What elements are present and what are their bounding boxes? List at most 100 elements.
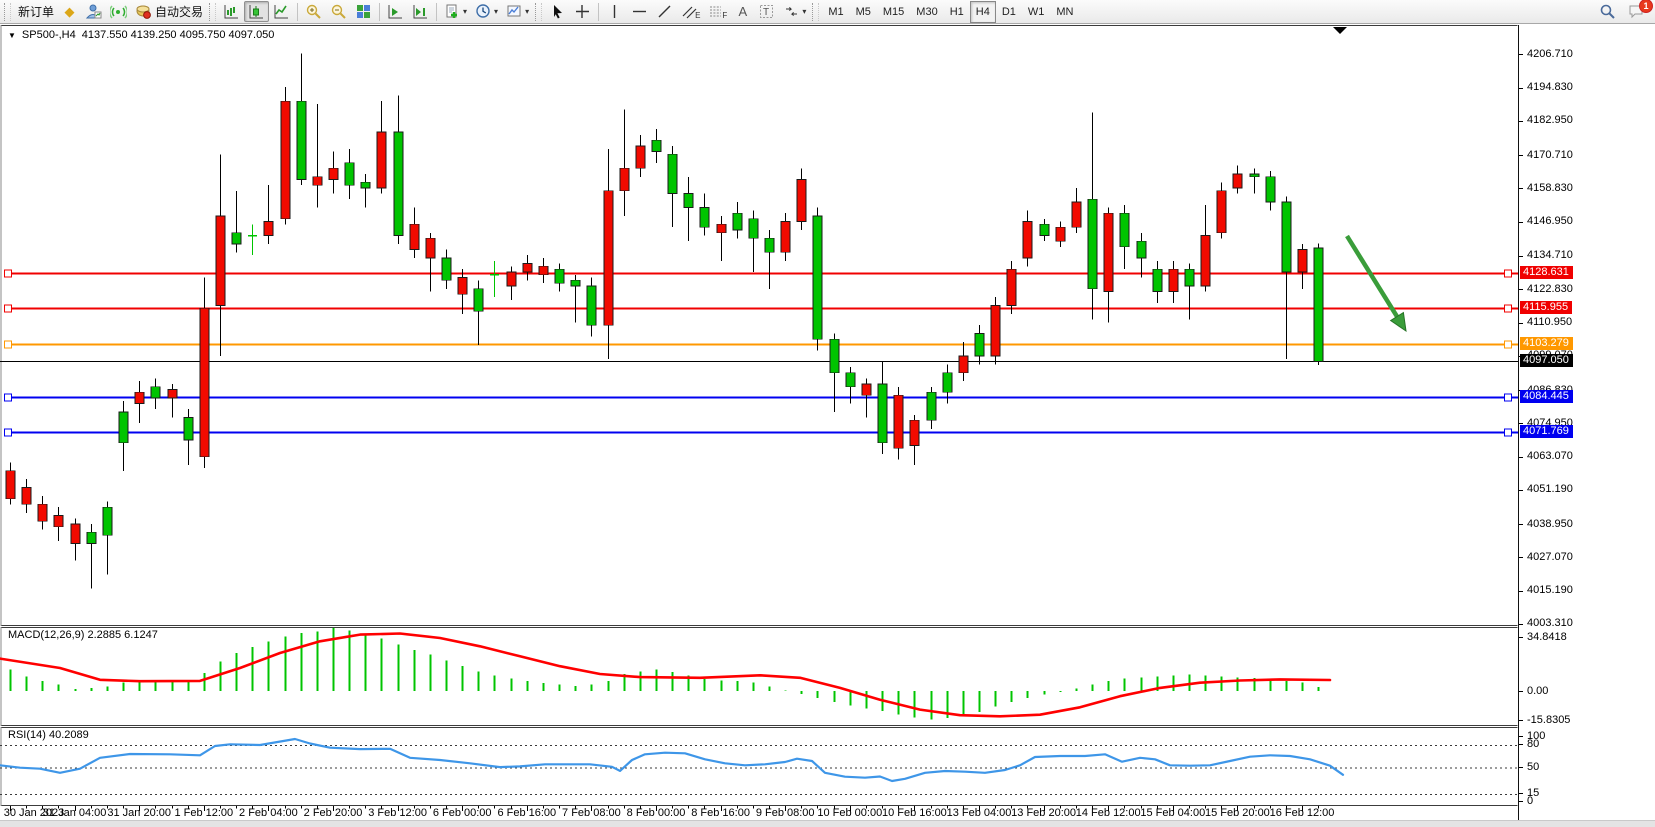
line-handle[interactable] — [1503, 304, 1513, 313]
tile-windows-button[interactable] — [351, 1, 376, 22]
text-label-button[interactable]: T — [754, 1, 779, 22]
axis-tick — [1519, 624, 1523, 625]
candle — [893, 394, 904, 449]
new-order-diamond-icon[interactable]: ◆ — [64, 3, 75, 19]
trend-arrow-object[interactable] — [1345, 234, 1407, 333]
rsi-panel[interactable]: RSI(14) 40.2089 — [0, 727, 1518, 806]
axis-tick — [1519, 524, 1523, 525]
candle — [699, 207, 710, 228]
arrow-objects-button[interactable]: ▾ — [779, 1, 810, 22]
macd-histogram — [9, 628, 1320, 720]
x-axis-label: 31 Jan 20:00 — [107, 807, 171, 819]
line-chart-mode-button[interactable] — [269, 1, 294, 22]
chart-forward-button[interactable] — [383, 1, 408, 22]
new-chart-icon — [446, 4, 458, 18]
axis-tick — [1519, 88, 1523, 89]
line-handle[interactable] — [3, 304, 13, 313]
candle — [683, 193, 694, 208]
timeframe-h1[interactable]: H1 — [949, 5, 964, 18]
price-chart-canvas[interactable] — [0, 25, 1518, 626]
candle — [909, 420, 920, 446]
timeframe-d1[interactable]: D1 — [1001, 5, 1016, 18]
timeframe-m1[interactable]: M1 — [828, 5, 844, 18]
vertical-line-button[interactable] — [602, 1, 627, 22]
fibonacci-button[interactable]: F — [704, 1, 731, 22]
rsi-canvas[interactable] — [0, 727, 1518, 806]
timeframe-w1[interactable]: W1 — [1027, 5, 1045, 18]
axis-tick — [1519, 557, 1523, 558]
symbol-dropdown-icon[interactable]: ▼ — [8, 30, 16, 40]
time-axis[interactable]: 30 Jan 2023 31 Jan 04:00 31 Jan 20:00 1 Feb… — [0, 806, 1518, 820]
rsi-scale-label: 80 — [1527, 738, 1540, 750]
timeframe-m5[interactable]: M5 — [855, 5, 871, 18]
x-axis-label: 7 Feb 08:00 — [562, 807, 621, 819]
timeframe-mn[interactable]: MN — [1056, 5, 1074, 18]
candle — [942, 372, 953, 393]
candle — [393, 131, 404, 236]
chart-shift-end-button[interactable] — [408, 1, 433, 22]
notifications-button[interactable]: 1 — [1624, 0, 1653, 22]
axis-tick — [1519, 691, 1523, 692]
timeframe-h4[interactable]: H4 — [969, 0, 996, 23]
axis-tick — [1519, 457, 1523, 458]
candle — [102, 506, 113, 536]
toolbar-grip[interactable] — [812, 2, 820, 21]
trendline-icon — [658, 5, 671, 18]
toolbar-grip[interactable] — [209, 2, 217, 21]
candle — [1039, 224, 1050, 236]
x-axis-label: 13 Feb 20:00 — [1011, 807, 1077, 819]
new-chart-button[interactable]: ▾ — [440, 1, 471, 22]
x-axis-label: 2 Feb 20:00 — [303, 807, 363, 819]
toolbar-grip[interactable] — [4, 2, 11, 21]
timeframe-m30[interactable]: M30 — [916, 5, 938, 18]
candle — [1200, 235, 1211, 287]
timeframe-m15[interactable]: M15 — [882, 5, 905, 18]
candlestick-mode-button[interactable] — [244, 1, 270, 22]
main-chart-panel[interactable]: ▼ SP500-,H4 4137.550 4139.250 4095.750 4… — [0, 25, 1518, 626]
equidistant-channel-button[interactable]: E — [677, 1, 704, 22]
signal-icon[interactable] — [106, 1, 131, 22]
cursor-icon — [554, 5, 563, 19]
macd-panel[interactable]: MACD(12,26,9) 2.2885 6.1247 — [0, 627, 1518, 726]
price-badge-4097.050: 4097.050 — [1520, 354, 1573, 368]
line-handle[interactable] — [1503, 428, 1513, 437]
tile-windows-icon — [357, 5, 371, 18]
macd-canvas[interactable] — [0, 627, 1518, 726]
text-button[interactable]: A — [738, 4, 748, 19]
candle — [312, 176, 323, 186]
line-handle[interactable] — [3, 393, 13, 402]
bar-chart-mode-button[interactable] — [219, 1, 244, 22]
timeframe-toolbar: M1 M5 M15 M30 H1 H4 D1 W1 MN — [822, 0, 1079, 23]
horizontal-line-button[interactable] — [627, 1, 652, 22]
line-handle[interactable] — [1503, 340, 1513, 349]
axis-tick — [1519, 222, 1523, 223]
zoom-out-button[interactable] — [326, 1, 351, 22]
zoom-in-button[interactable] — [301, 1, 326, 22]
candle — [958, 355, 969, 374]
candle — [667, 154, 678, 194]
price-axis[interactable]: 4206.710 4194.830 4182.950 4170.710 4158.830… — [1518, 25, 1655, 820]
candle — [748, 218, 759, 239]
line-handle[interactable] — [1503, 269, 1513, 278]
line-handle[interactable] — [1503, 393, 1513, 402]
x-axis-label: 1 Feb 12:00 — [174, 807, 234, 819]
toolbar-grip[interactable] — [535, 2, 543, 21]
line-handle[interactable] — [3, 428, 13, 437]
search-button[interactable] — [1595, 1, 1620, 22]
cursor-button[interactable] — [545, 1, 570, 22]
candle — [1136, 240, 1147, 259]
terminal-user-icon[interactable] — [81, 1, 106, 22]
auto-trading-button[interactable]: 自动交易 — [131, 1, 207, 22]
chart-template-button[interactable]: ▾ — [502, 1, 533, 22]
new-order-button[interactable]: 新订单 — [18, 5, 55, 19]
zoom-in-icon — [306, 4, 321, 19]
crosshair-button[interactable] — [570, 1, 595, 22]
dropdown-icon: ▾ — [802, 7, 807, 16]
bottom-scroll-strip[interactable] — [0, 820, 1655, 827]
rsi-scale-label: 50 — [1527, 760, 1540, 773]
candle — [1281, 201, 1292, 273]
line-handle[interactable] — [3, 340, 13, 349]
period-clock-button[interactable]: ▾ — [471, 1, 502, 22]
trendline-button[interactable] — [652, 1, 677, 22]
line-handle[interactable] — [3, 269, 13, 278]
